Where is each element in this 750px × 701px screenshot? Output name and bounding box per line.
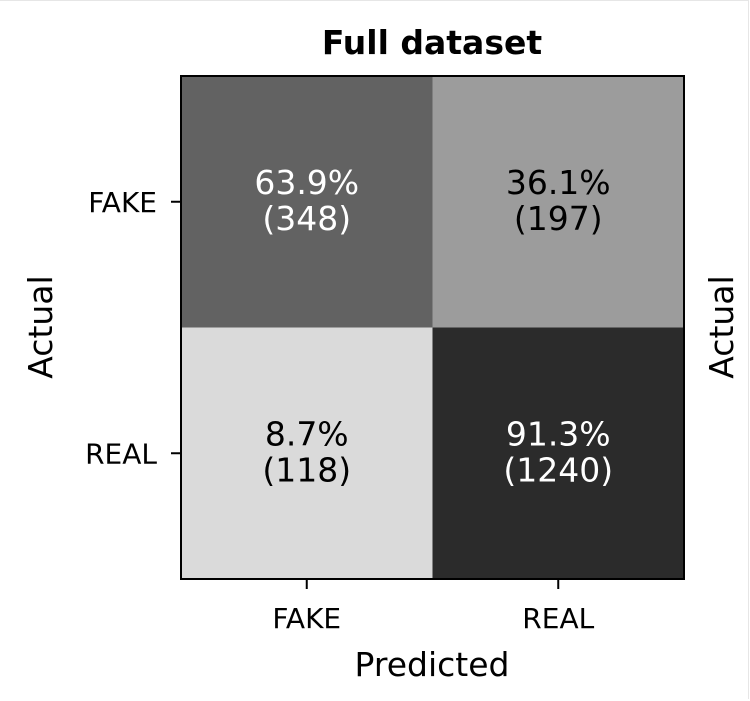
x-tick-label: FAKE (272, 602, 341, 635)
y-tick-label: FAKE (88, 186, 157, 219)
y-axis-label: Actual (21, 275, 60, 378)
chart-title: Full dataset (322, 23, 542, 62)
cell-count-label: (118) (262, 450, 351, 489)
cell-count-label: (348) (262, 199, 351, 238)
cell-percent-label: 63.9% (254, 163, 359, 202)
cell-percent-label: 91.3% (506, 414, 611, 453)
heatmap-cell-fake-fake (181, 76, 433, 328)
x-axis-label: Predicted (355, 645, 510, 684)
heatmap-cells: 63.9%(348) 36.1%(197) 8.7%(118) 91.3%(1240) (181, 76, 684, 579)
x-tick-label: REAL (522, 602, 594, 635)
cell-percent-label: 36.1% (506, 163, 611, 202)
cell-count-label: (197) (514, 199, 603, 238)
cell-percent-label: 8.7% (265, 414, 349, 453)
heatmap-cell-real-fake (181, 327, 433, 579)
axis-ticks: FAKE REAL FAKE REAL (85, 186, 595, 635)
plot-border (180, 75, 685, 580)
y-axis-label-right: Actual (702, 275, 741, 378)
heatmap-cell-real-real (432, 327, 684, 579)
y-tick-label: REAL (85, 437, 157, 470)
heatmap-cell-fake-real (432, 76, 684, 328)
cell-count-label: (1240) (503, 450, 613, 489)
